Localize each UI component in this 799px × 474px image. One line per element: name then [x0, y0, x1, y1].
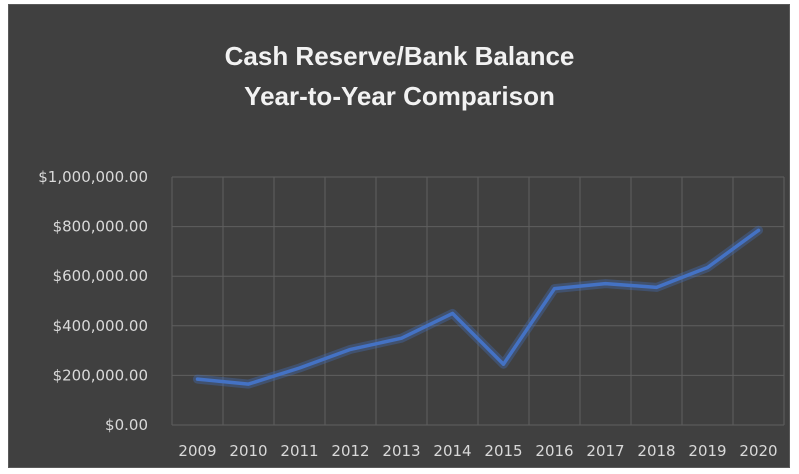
- chart-area: [8, 4, 790, 468]
- x-tick-label: 2012: [331, 442, 369, 460]
- data-point: [451, 311, 454, 315]
- chart-subtitle: Year-to-Year Comparison: [244, 81, 555, 111]
- data-point: [655, 285, 658, 289]
- y-tick-label: $400,000.00: [53, 317, 148, 335]
- y-tick-label: $800,000.00: [53, 218, 148, 236]
- x-axis-ticks: 2009 2010 2011 2012 2013 2014 2015 2016 2017 2018…: [178, 442, 777, 460]
- x-tick-label: 2015: [484, 442, 522, 460]
- x-tick-label: 2016: [535, 442, 573, 460]
- y-tick-label: $200,000.00: [53, 366, 148, 384]
- series-layer: [193, 225, 763, 389]
- data-point: [247, 382, 250, 386]
- data-point: [757, 228, 760, 232]
- gridlines: [171, 176, 785, 426]
- chart-title: Cash Reserve/Bank Balance: [224, 41, 575, 71]
- x-tick-label: 2013: [382, 442, 420, 460]
- data-point: [400, 336, 403, 340]
- x-tick-label: 2009: [178, 442, 216, 460]
- data-point: [706, 266, 709, 270]
- x-tick-label: 2019: [688, 442, 726, 460]
- chart-title-block: Cash Reserve/Bank Balance Year-to-Year C…: [0, 36, 799, 116]
- x-tick-label: 2020: [739, 442, 777, 460]
- y-axis-ticks: $0.00 $200,000.00 $400,000.00 $600,000.00 $8…: [38, 168, 148, 434]
- x-tick-label: 2018: [637, 442, 675, 460]
- y-tick-label: $600,000.00: [53, 267, 148, 285]
- data-point: [349, 347, 352, 351]
- x-tick-label: 2011: [280, 442, 318, 460]
- data-point: [196, 377, 199, 381]
- data-point: [298, 366, 301, 370]
- x-tick-label: 2017: [586, 442, 624, 460]
- data-point: [604, 282, 607, 286]
- x-tick-label: 2010: [229, 442, 267, 460]
- y-tick-label: $0.00: [105, 416, 148, 434]
- data-point: [502, 362, 505, 366]
- data-point: [553, 287, 556, 291]
- series-line: [195, 228, 761, 386]
- y-tick-label: $1,000,000.00: [38, 168, 148, 186]
- x-tick-label: 2014: [433, 442, 471, 460]
